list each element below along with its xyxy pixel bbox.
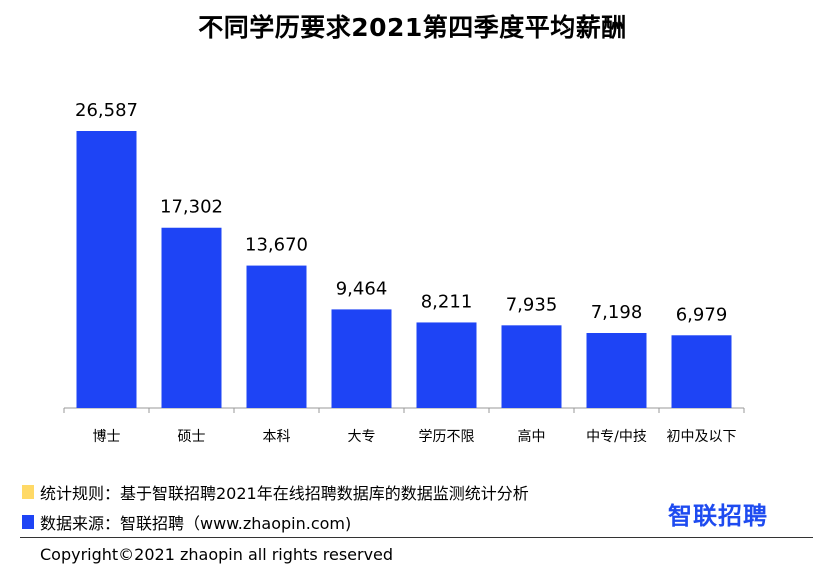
bar-7: [671, 335, 732, 408]
x-tick-label: 博士: [93, 428, 121, 445]
bar-chart: 26,587 博士 17,302 硕士 13,670 本科 9,464 大专 8,211 学历不限…: [63, 100, 745, 445]
bar-4: [416, 322, 477, 408]
x-tick-label: 大专: [348, 429, 376, 445]
bar-1: [161, 227, 222, 408]
legend-source-text: 数据来源：智联招聘（www.zhaopin.com): [40, 514, 352, 533]
bar-value-label: 7,198: [591, 302, 643, 323]
legend-swatch-yellow: [22, 485, 34, 499]
copyright-text: Copyright©2021 zhaopin all rights reserv…: [40, 545, 394, 564]
bar-value-label: 7,935: [506, 294, 558, 315]
bar-value-label: 26,587: [75, 100, 138, 121]
bar-6: [586, 333, 647, 408]
legend-rule-text: 统计规则：基于智联招聘2021年在线招聘数据库的数据监测统计分析: [40, 484, 529, 503]
legend-swatch-blue: [22, 515, 34, 529]
bar-value-label: 9,464: [336, 278, 388, 299]
x-tick-label: 学历不限: [419, 429, 475, 445]
x-tick-label: 高中: [518, 428, 546, 445]
brand-logo: 智联招聘: [668, 502, 768, 530]
bar-5: [501, 325, 562, 408]
bar-value-label: 17,302: [160, 197, 223, 218]
bar-value-label: 13,670: [245, 235, 308, 256]
bar-value-label: 8,211: [421, 291, 473, 312]
x-tick-label: 初中及以下: [667, 428, 737, 445]
legend-source: 数据来源：智联招聘（www.zhaopin.com): [22, 510, 351, 534]
x-tick-label: 中专/中技: [586, 429, 647, 445]
chart-title: 不同学历要求2021第四季度平均薪酬: [198, 13, 627, 42]
x-tick-label: 硕士: [178, 429, 206, 445]
bar-3: [331, 309, 392, 408]
x-tick-label: 本科: [263, 429, 291, 445]
bar-2: [246, 265, 307, 408]
bar-0: [76, 131, 137, 408]
bar-value-label: 6,979: [676, 304, 728, 325]
legend-rule: 统计规则：基于智联招聘2021年在线招聘数据库的数据监测统计分析: [22, 480, 529, 504]
footer-divider: [20, 537, 813, 538]
